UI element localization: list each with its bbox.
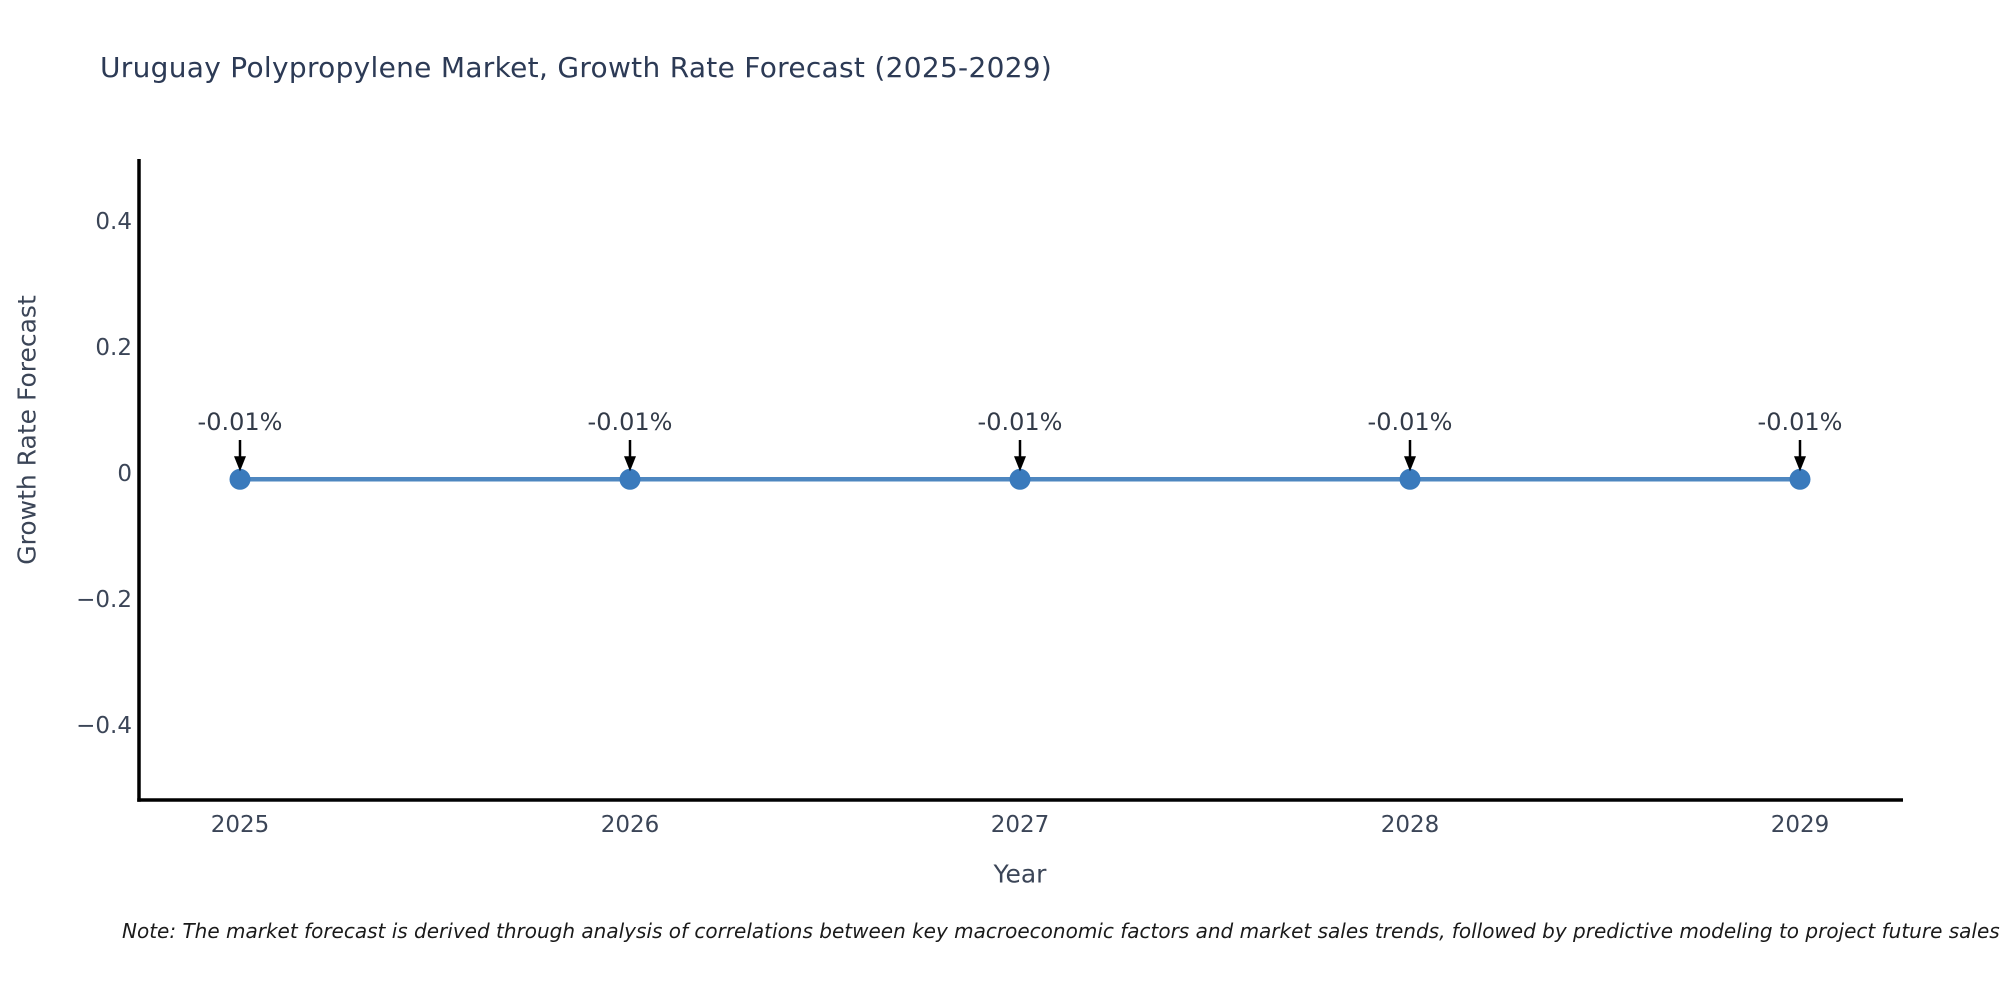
y-tick-label: 0.4 [95,209,132,235]
x-axis-title: Year [993,859,1047,889]
data-point-marker [1009,468,1031,490]
annotation-arrowhead [1014,456,1026,472]
x-tick-label: 2027 [991,812,1050,838]
annotation-arrowhead [1794,456,1806,472]
annotation-arrowhead [1404,456,1416,472]
data-point-marker [1789,468,1811,490]
y-tick-label: 0 [117,461,132,487]
x-tick-label: 2026 [601,812,660,838]
y-axis-title: Growth Rate Forecast [12,295,42,565]
data-point-marker [229,468,251,490]
x-tick-label: 2028 [1381,812,1440,838]
footnote: Note: The market forecast is derived thr… [122,919,2000,943]
data-point-marker [619,468,641,490]
annotation-label: -0.01% [1758,408,1843,436]
annotation-arrowhead [234,456,246,472]
x-tick-label: 2025 [211,812,270,838]
x-tick-label: 2029 [1771,812,1830,838]
chart-title: Uruguay Polypropylene Market, Growth Rat… [100,51,1053,84]
y-tick-label: −0.4 [76,713,132,739]
data-point-marker [1399,468,1421,490]
annotation-arrowhead [624,456,636,472]
annotation-label: -0.01% [978,408,1063,436]
y-tick-label: 0.2 [95,335,132,361]
annotation-label: -0.01% [1368,408,1453,436]
y-tick-label: −0.2 [76,587,132,613]
annotation-label: -0.01% [198,408,283,436]
annotation-label: -0.01% [588,408,673,436]
